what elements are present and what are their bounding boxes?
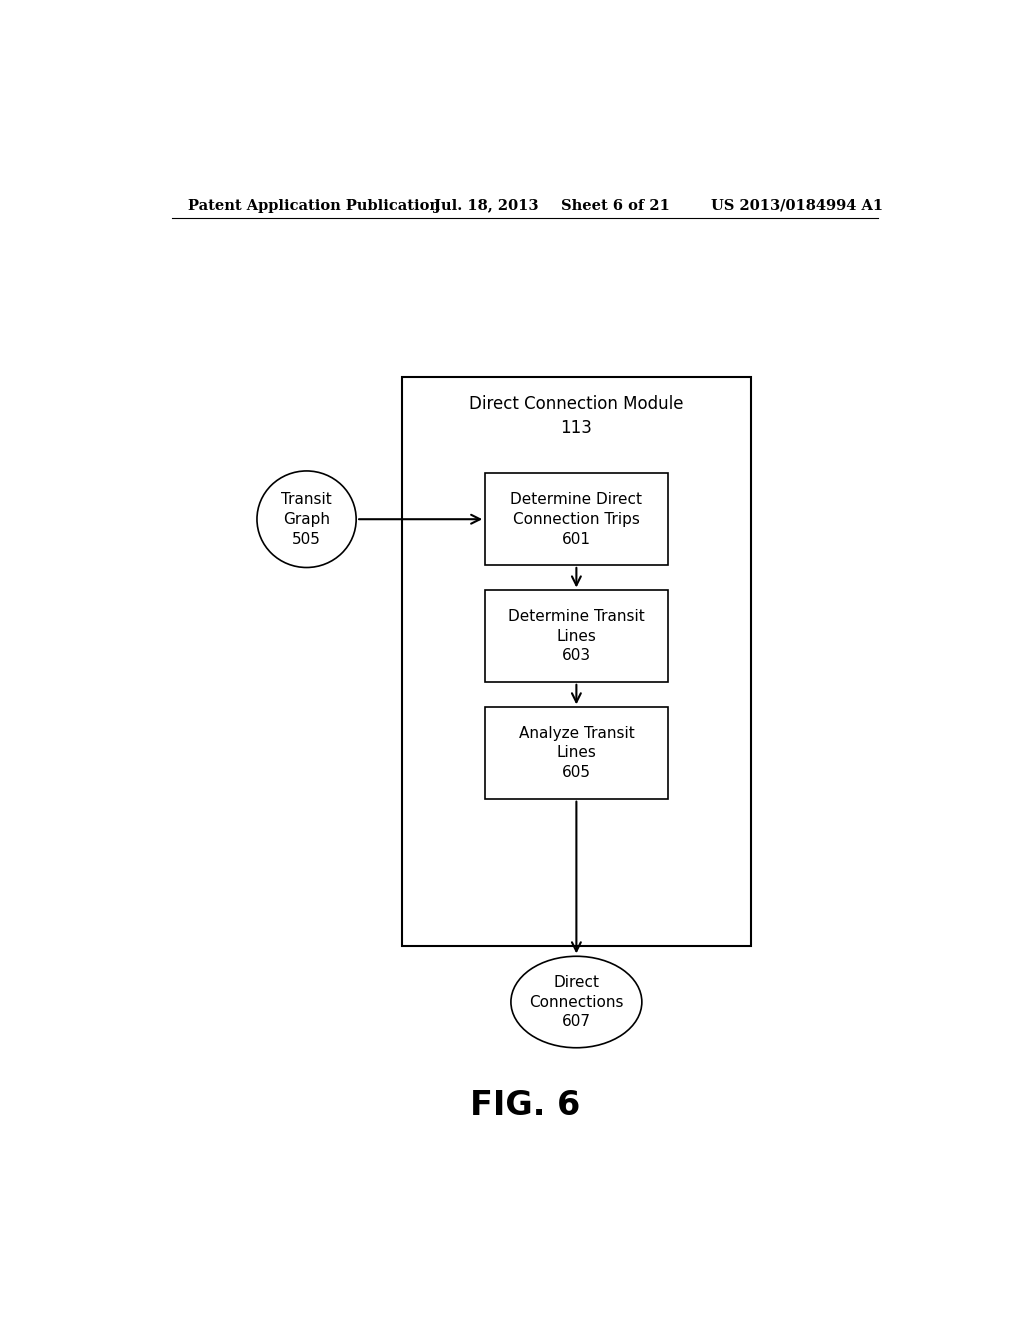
Bar: [401, 378, 751, 946]
Bar: [485, 590, 668, 682]
Ellipse shape: [257, 471, 356, 568]
Bar: [485, 474, 668, 565]
Text: Patent Application Publication: Patent Application Publication: [187, 199, 439, 213]
Text: US 2013/0184994 A1: US 2013/0184994 A1: [712, 199, 884, 213]
Text: Determine Transit
Lines
603: Determine Transit Lines 603: [508, 609, 645, 664]
Text: 113: 113: [560, 418, 592, 437]
Text: Jul. 18, 2013: Jul. 18, 2013: [433, 199, 538, 213]
Text: FIG. 6: FIG. 6: [470, 1089, 580, 1122]
Text: Sheet 6 of 21: Sheet 6 of 21: [560, 199, 670, 213]
Text: Transit
Graph
505: Transit Graph 505: [282, 492, 332, 546]
Text: Direct Connection Module: Direct Connection Module: [469, 396, 684, 413]
Bar: [485, 708, 668, 799]
Text: Direct
Connections
607: Direct Connections 607: [529, 974, 624, 1030]
Text: Analyze Transit
Lines
605: Analyze Transit Lines 605: [518, 726, 634, 780]
Ellipse shape: [511, 956, 642, 1048]
Text: Determine Direct
Connection Trips
601: Determine Direct Connection Trips 601: [510, 492, 642, 546]
